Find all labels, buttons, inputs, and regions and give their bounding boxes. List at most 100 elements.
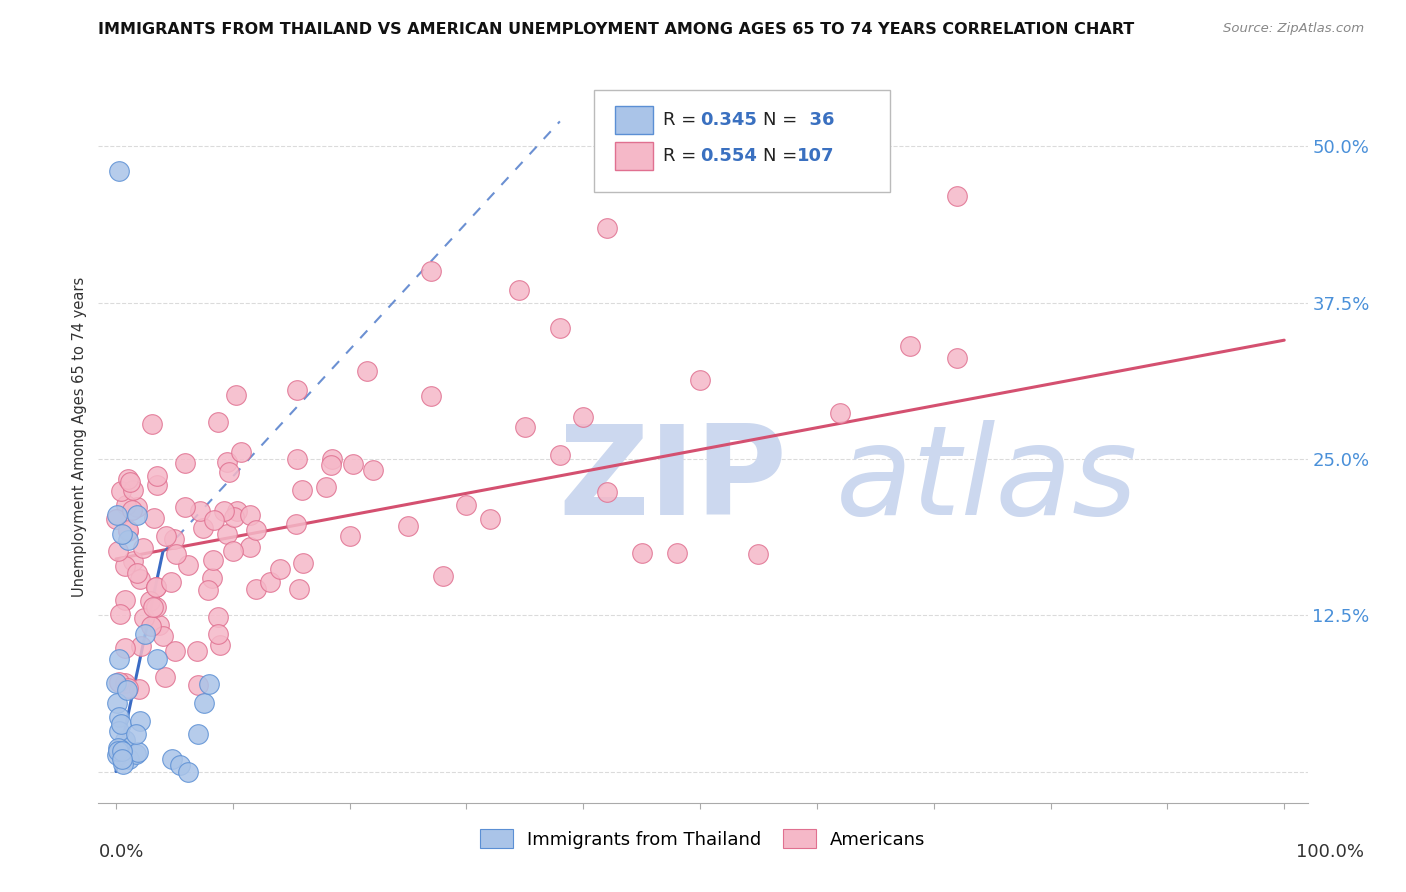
Point (143, 510, 166, 524)
Point (114, 559, 136, 574)
Point (174, 456, 197, 470)
Text: N =: N = (763, 111, 803, 128)
Point (134, 627, 156, 641)
Point (139, 594, 162, 608)
Point (225, 387, 247, 401)
Point (212, 503, 235, 517)
Point (117, 683, 139, 698)
Text: Source: ZipAtlas.com: Source: ZipAtlas.com (1223, 22, 1364, 36)
Point (259, 574, 281, 589)
Point (187, 678, 209, 692)
Point (420, 264, 443, 278)
Point (321, 458, 343, 472)
Point (105, 512, 128, 526)
Point (201, 570, 224, 584)
Point (396, 519, 419, 533)
FancyBboxPatch shape (614, 143, 654, 170)
Point (285, 452, 308, 467)
Text: N =: N = (763, 147, 803, 165)
Point (174, 500, 197, 515)
Point (105, 508, 128, 523)
Point (291, 557, 314, 571)
Point (107, 709, 129, 723)
Point (548, 320, 571, 334)
Legend: Immigrants from Thailand, Americans: Immigrants from Thailand, Americans (474, 822, 932, 856)
Text: 100.0%: 100.0% (1296, 843, 1364, 861)
Point (245, 582, 267, 597)
Point (129, 639, 152, 653)
Point (146, 478, 169, 492)
Point (110, 717, 132, 731)
Text: 0.0%: 0.0% (98, 843, 143, 861)
Point (245, 523, 267, 537)
Point (132, 541, 155, 555)
Point (117, 524, 139, 538)
Point (145, 580, 167, 594)
Point (361, 463, 384, 477)
Point (356, 364, 378, 378)
Point (572, 410, 595, 425)
Point (285, 383, 308, 397)
Point (239, 508, 262, 522)
Point (108, 652, 131, 666)
Point (595, 220, 617, 235)
Point (111, 752, 134, 766)
Point (153, 670, 176, 684)
Point (112, 757, 135, 772)
Point (134, 610, 156, 624)
Point (287, 582, 309, 597)
Point (110, 750, 132, 764)
Point (163, 532, 186, 546)
Point (117, 471, 139, 485)
Point (202, 513, 225, 527)
Point (689, 373, 711, 387)
Point (177, 558, 200, 572)
Point (665, 546, 688, 560)
Point (193, 696, 215, 710)
Text: 0.345: 0.345 (700, 111, 758, 128)
Point (125, 500, 148, 515)
Point (207, 610, 229, 624)
Point (630, 546, 652, 560)
Point (127, 745, 149, 759)
Point (197, 582, 219, 597)
Point (339, 529, 361, 543)
Text: ZIP: ZIP (558, 420, 786, 541)
Point (595, 485, 617, 500)
Point (456, 498, 478, 512)
Point (107, 741, 129, 756)
Point (291, 483, 314, 498)
Point (946, 189, 969, 203)
Point (207, 627, 229, 641)
Y-axis label: Unemployment Among Ages 65 to 74 years: Unemployment Among Ages 65 to 74 years (72, 277, 87, 598)
Point (215, 527, 238, 541)
Text: 0.554: 0.554 (700, 147, 758, 165)
Point (114, 732, 136, 747)
Point (191, 521, 214, 535)
Point (432, 569, 454, 583)
Point (169, 758, 191, 772)
Point (321, 452, 343, 467)
Point (747, 548, 769, 562)
Point (207, 415, 229, 429)
Point (145, 580, 167, 594)
Point (107, 543, 129, 558)
Point (160, 752, 183, 766)
Point (110, 483, 132, 498)
Point (105, 696, 128, 710)
Point (898, 338, 921, 352)
Point (187, 727, 209, 741)
Point (141, 417, 163, 432)
Point (315, 480, 337, 494)
Point (163, 644, 186, 658)
Point (548, 448, 571, 462)
Point (114, 676, 136, 690)
Point (111, 740, 134, 755)
Point (420, 389, 443, 403)
Point (239, 540, 262, 554)
Point (148, 618, 170, 632)
Text: atlas: atlas (837, 420, 1137, 541)
Point (142, 600, 165, 615)
Point (124, 727, 146, 741)
Point (107, 674, 129, 689)
